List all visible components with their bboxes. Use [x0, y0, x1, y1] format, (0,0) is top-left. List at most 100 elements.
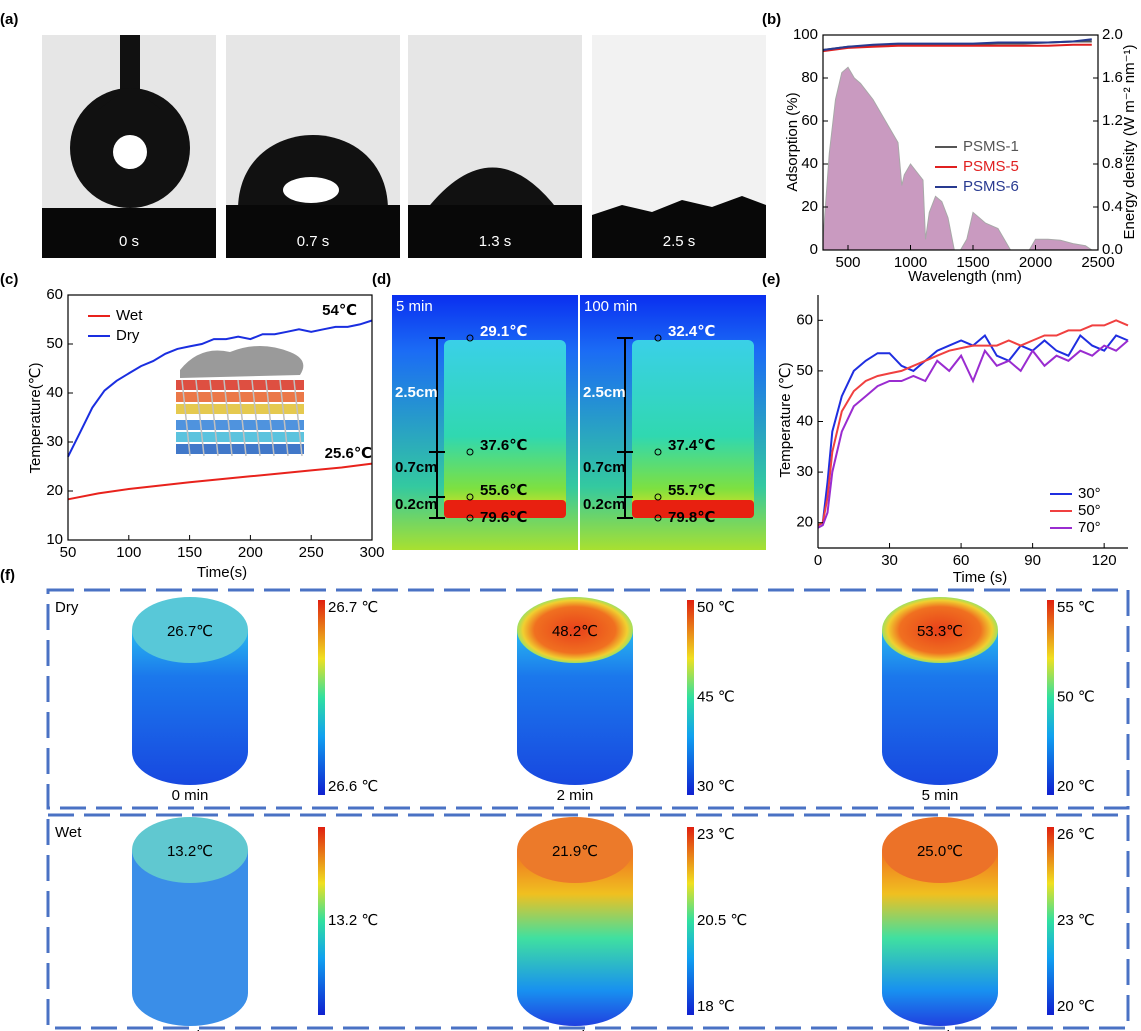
colorbar-label: 23 ℃ — [1057, 912, 1095, 929]
x-tick-label: 150 — [177, 544, 202, 561]
y-tick-label: 10 — [46, 531, 63, 548]
temperature: 29.1℃ — [480, 323, 527, 340]
legend-label: PSMS-1 — [963, 138, 1019, 155]
panel-label: (c) — [0, 271, 18, 288]
temperature: 32.4℃ — [668, 323, 715, 340]
x-tick-label: 200 — [238, 544, 263, 561]
x-tick-label: 90 — [1024, 552, 1041, 569]
panel-label: (f) — [0, 567, 15, 584]
time: 5 min — [922, 787, 959, 804]
colorbar-label: 18 ℃ — [697, 998, 735, 1015]
colorbar — [687, 600, 694, 795]
y-tick-label: 40 — [796, 412, 813, 429]
y-tick-label: 0 — [810, 241, 818, 258]
highlight — [113, 135, 147, 169]
annotation: 25.6℃ — [325, 445, 372, 462]
temperature: 55.6℃ — [480, 482, 527, 499]
series-line — [68, 464, 372, 500]
distance: 0.7cm — [395, 459, 438, 476]
colorbar-label: 55 ℃ — [1057, 599, 1095, 616]
temperature: 25.0℃ — [917, 843, 963, 860]
panel-label: (d) — [372, 271, 391, 288]
colorbar-label: 50 ℃ — [697, 599, 735, 616]
y-axis-label: Temperature(℃) — [27, 362, 44, 473]
inset-top — [180, 346, 303, 378]
legend-label: 70° — [1078, 519, 1101, 536]
legend-label: 30° — [1078, 485, 1101, 502]
row-label: Dry — [55, 599, 79, 616]
y-axis-label: Adsorption (%) — [784, 92, 801, 191]
y-tick-label: 80 — [801, 69, 818, 86]
time: 100 min — [584, 298, 637, 315]
y-tick-label: 30 — [46, 433, 63, 450]
temperature: 37.6℃ — [480, 437, 527, 454]
x-tick-label: 2000 — [1019, 254, 1052, 271]
colorbar-label: 23 ℃ — [697, 826, 735, 843]
annotation: 54℃ — [322, 302, 357, 319]
legend-label: Dry — [116, 327, 140, 344]
y-tick-label: 100 — [793, 26, 818, 43]
distance: 2.5cm — [395, 384, 438, 401]
colorbar — [1047, 600, 1054, 795]
x-tick-label: 60 — [953, 552, 970, 569]
figure: (a) 0 s 0.7 s 1.3 s 2.5 s (b) 500 100 0 150 0 2000 2… — [0, 0, 1141, 1031]
temperature: 79.8℃ — [668, 509, 715, 526]
x-tick-label: 500 — [835, 254, 860, 271]
colorbar — [318, 827, 325, 1015]
distance: 0.2cm — [583, 496, 626, 513]
colorbar-label: 50 ℃ — [1057, 688, 1095, 705]
y-tick-label: 20 — [46, 482, 63, 499]
colorbar-label: 30 ℃ — [697, 778, 735, 795]
colorbar — [318, 600, 325, 795]
x-tick-label: 250 — [299, 544, 324, 561]
colorbar — [1047, 827, 1054, 1015]
temperature: 48.2℃ — [552, 623, 598, 640]
substrate — [408, 205, 582, 258]
panel-label: (a) — [0, 11, 18, 28]
frame-time: 0 s — [119, 233, 139, 250]
x-axis-label: Wavelength (nm) — [908, 268, 1022, 285]
y2-tick-label: 0.4 — [1102, 198, 1123, 215]
legend-label: 50° — [1078, 502, 1101, 519]
y-tick-label: 20 — [801, 198, 818, 215]
y-tick-label: 50 — [46, 335, 63, 352]
y-tick-label: 60 — [796, 311, 813, 328]
legend-label: Wet — [116, 307, 143, 324]
inset-layer — [176, 380, 304, 390]
inset-layer — [176, 444, 304, 454]
distance: 2.5cm — [583, 384, 626, 401]
colorbar-label: 20 ℃ — [1057, 778, 1095, 795]
y-tick-label: 40 — [46, 384, 63, 401]
plot-frame — [68, 295, 372, 540]
y2-tick-label: 2.0 — [1102, 26, 1123, 43]
y-tick-label: 30 — [796, 463, 813, 480]
y-tick-label: 60 — [46, 286, 63, 303]
highlight — [283, 177, 339, 203]
distance: 0.7cm — [583, 459, 626, 476]
spectrum-area — [823, 67, 1092, 250]
panel-label: (b) — [762, 11, 781, 28]
x-tick-label: 0 — [814, 552, 822, 569]
temperature: 37.4℃ — [668, 437, 715, 454]
y-axis-label: Temperature (℃) — [777, 362, 794, 477]
time: 5 min — [396, 298, 433, 315]
frame-time: 0.7 s — [297, 233, 330, 250]
frame-time: 2.5 s — [663, 233, 696, 250]
y2-tick-label: 1.6 — [1102, 69, 1123, 86]
colorbar — [687, 827, 694, 1015]
x-axis-label: Time (s) — [953, 569, 1007, 586]
time: 2 min — [557, 787, 594, 804]
colorbar-label: 45 ℃ — [697, 688, 735, 705]
y2-tick-label: 0.0 — [1102, 241, 1123, 258]
row-label: Wet — [55, 824, 82, 841]
frame-time: 1.3 s — [479, 233, 512, 250]
temperature: 79.6℃ — [480, 509, 527, 526]
y-tick-label: 50 — [796, 362, 813, 379]
legend-label: PSMS-6 — [963, 178, 1019, 195]
y2-tick-label: 0.8 — [1102, 155, 1123, 172]
x-axis-label: Time(s) — [197, 564, 247, 581]
colorbar-label: 26.7 ℃ — [328, 599, 378, 616]
y-tick-label: 40 — [801, 155, 818, 172]
colorbar-label: 26 ℃ — [1057, 826, 1095, 843]
temperature: 55.7℃ — [668, 482, 715, 499]
